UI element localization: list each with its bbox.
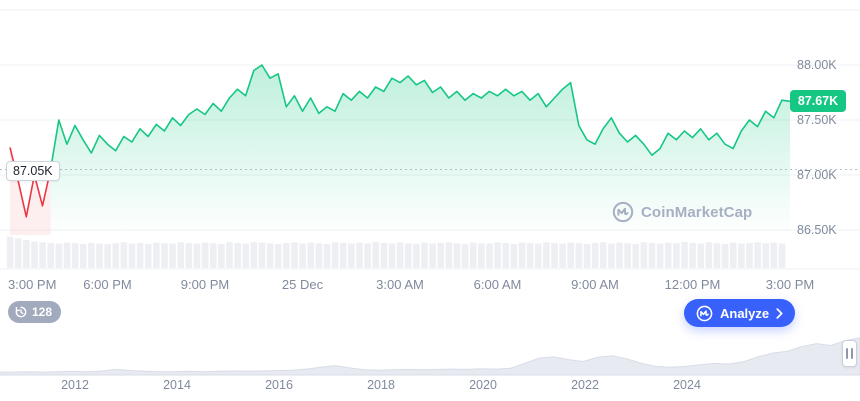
coinmarketcap-watermark: CoinMarketCap [612,201,752,223]
x-axis-label: 3:00 AM [376,277,424,292]
chevron-right-icon [776,307,783,319]
x-axis-label: 3:00 PM [8,277,57,292]
drag-handle-icon [851,348,853,359]
x-axis-label: 6:00 AM [473,277,522,292]
cmc-logo-icon [696,305,713,321]
history-count-badge[interactable]: 128 [8,301,62,323]
open-price-label: 87.05K [6,161,60,181]
year-label: 2012 [61,378,89,392]
x-axis-label: 12:00 PM [664,277,721,292]
year-label: 2020 [469,378,497,392]
x-axis-label: 25 Dec [281,277,324,292]
history-icon [15,306,27,318]
year-label: 2022 [571,378,599,392]
x-axis-label: 9:00 PM [180,277,230,292]
time-axis: 3:00 PM 6:00 PM 9:00 PM 25 Dec 3:00 AM 6:00 A… [0,277,860,295]
year-label: 2024 [673,378,701,392]
y-axis-label: 87.00K [797,168,837,182]
analyze-button[interactable]: Analyze [684,299,796,327]
year-label: 2018 [367,378,395,392]
y-axis-label: 87.50K [797,113,837,127]
price-chart-canvas[interactable] [0,0,860,270]
drag-handle-icon [846,348,848,359]
year-label: 2014 [163,378,191,392]
cmc-logo-icon [612,201,634,223]
analyze-label: Analyze [720,305,770,321]
x-axis-label: 6:00 PM [83,277,132,292]
year-label: 2016 [265,378,293,392]
timeline-years: 2012 2014 2016 2018 2020 2022 2024 [0,378,860,394]
x-axis-label: 9:00 AM [571,277,619,292]
current-price-badge: 87.67K [790,90,846,112]
brush-handle[interactable] [842,340,857,367]
x-axis-label: 3:00 PM [765,277,815,292]
y-axis-label: 88.00K [797,58,837,72]
watermark-text: CoinMarketCap [641,203,753,221]
y-axis-label: 86.50K [797,223,837,237]
timeline-brush[interactable] [0,332,860,376]
history-count: 128 [32,305,53,319]
timeline-minichart[interactable] [0,332,860,376]
main-price-chart[interactable]: 88.00K 87.50K 87.00K 86.50K 87.67K 87.05… [0,0,860,292]
